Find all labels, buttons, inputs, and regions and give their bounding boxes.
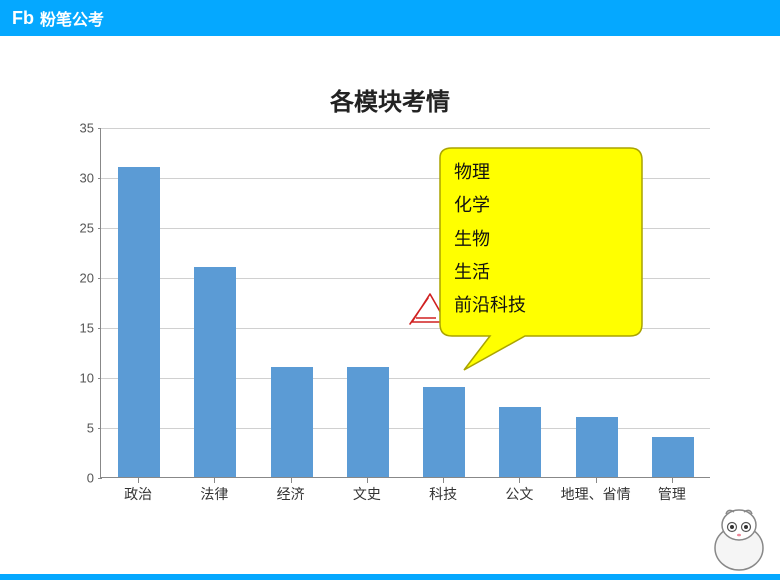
y-tick-label: 10 (50, 371, 94, 386)
callout-item: 前沿科技 (454, 289, 526, 322)
x-tick-mark (519, 478, 520, 483)
y-tick-label: 0 (50, 471, 94, 486)
x-tick-label: 文史 (353, 484, 381, 504)
bar (118, 167, 160, 477)
callout-bubble: 物理 化学 生物 生活 前沿科技 (430, 146, 690, 376)
x-tick-label: 法律 (200, 484, 228, 504)
bar (576, 417, 618, 477)
x-tick-mark (596, 478, 597, 483)
x-tick-mark (672, 478, 673, 483)
callout-item: 物理 (454, 156, 526, 189)
callout-item: 生物 (454, 223, 526, 256)
slide-page: Fb 粉笔公考 各模块考情 0 5 10 15 20 25 30 35 政治 法律 经济 文史 科技 公… (0, 0, 780, 580)
x-tick-label: 科技 (429, 484, 457, 504)
x-tick-mark (367, 478, 368, 483)
x-tick-mark (214, 478, 215, 483)
bar (423, 387, 465, 477)
y-tick-label: 30 (50, 171, 94, 186)
bar (652, 437, 694, 477)
brand-name: 粉笔公考 (40, 6, 104, 30)
x-tick-label: 管理 (658, 484, 686, 504)
x-tick-mark (138, 478, 139, 483)
y-tick-label: 5 (50, 421, 94, 436)
x-tick-mark (291, 478, 292, 483)
chart-area: 05101520253035 政治法律经济文史科技公文地理、省情管理 物理 化学… (50, 128, 730, 518)
footer-strip (0, 574, 780, 580)
bar (194, 267, 236, 477)
brand-logo-icon: Fb (12, 8, 34, 29)
bar (499, 407, 541, 477)
bar (271, 367, 313, 477)
callout-text: 物理 化学 生物 生活 前沿科技 (454, 156, 526, 322)
y-tick-label: 35 (50, 121, 94, 136)
brand-header: Fb 粉笔公考 (0, 0, 780, 36)
x-tick-label: 公文 (505, 484, 533, 504)
chart-title: 各模块考情 (0, 82, 780, 117)
y-tick-label: 15 (50, 321, 94, 336)
bar (347, 367, 389, 477)
callout-item: 生活 (454, 256, 526, 289)
mascot-icon (708, 508, 770, 574)
callout-item: 化学 (454, 189, 526, 222)
x-tick-label: 地理、省情 (561, 484, 631, 504)
x-tick-label: 经济 (277, 484, 305, 504)
y-tick-mark (98, 478, 102, 479)
y-tick-label: 20 (50, 271, 94, 286)
y-tick-label: 25 (50, 221, 94, 236)
x-tick-label: 政治 (124, 484, 152, 504)
x-tick-mark (443, 478, 444, 483)
